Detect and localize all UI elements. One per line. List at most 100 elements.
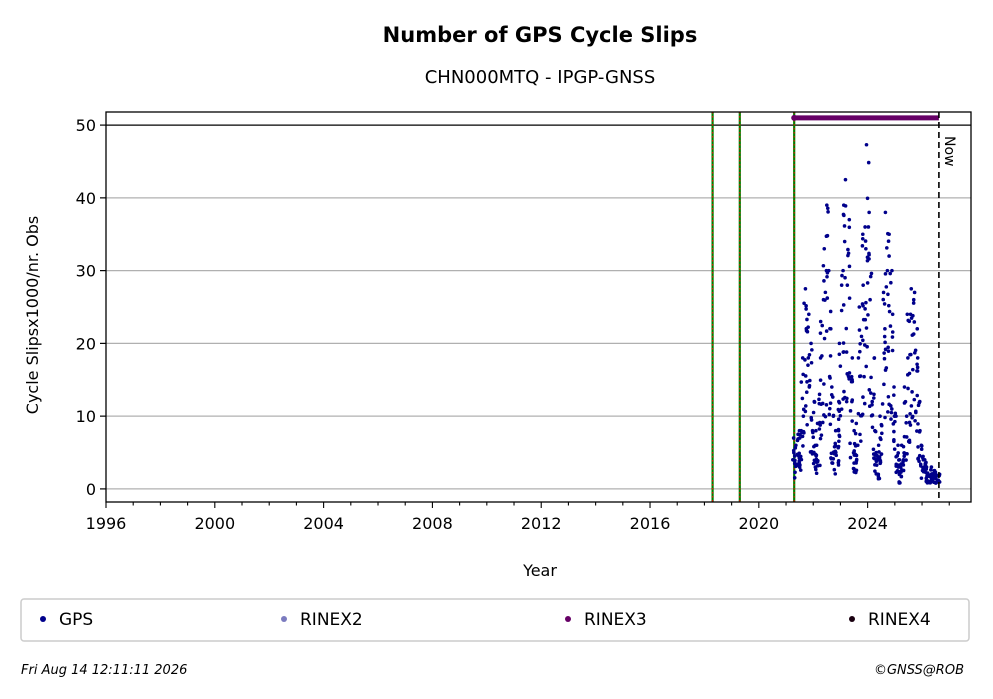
- gps-point: [847, 377, 851, 381]
- gps-point: [801, 372, 805, 377]
- gps-point: [861, 283, 865, 287]
- gps-point: [885, 246, 889, 250]
- gps-point: [841, 268, 845, 273]
- gps-point: [830, 461, 835, 465]
- gps-point: [882, 382, 886, 387]
- gps-point: [803, 409, 808, 414]
- gps-point: [841, 303, 846, 307]
- gps-point: [815, 464, 820, 468]
- legend-marker-gps: [40, 616, 46, 622]
- gps-point: [890, 312, 895, 317]
- gps-point: [830, 385, 834, 389]
- gps-point: [882, 356, 887, 361]
- x-tick-label-2004: 2004: [303, 514, 344, 533]
- gps-point: [883, 340, 887, 345]
- gps-point: [822, 279, 826, 283]
- gps-point: [870, 399, 875, 404]
- now-label: Now: [941, 136, 957, 167]
- gps-point: [886, 239, 891, 243]
- gps-point: [892, 438, 896, 442]
- gps-point: [844, 350, 849, 354]
- gps-point: [807, 353, 812, 357]
- gps-point: [804, 304, 808, 308]
- gps-point: [877, 450, 881, 454]
- gps-point: [850, 419, 854, 423]
- gps-point: [890, 330, 895, 334]
- gps-point: [801, 444, 805, 448]
- gps-point: [814, 471, 819, 476]
- gps-point: [810, 452, 815, 456]
- gps-point: [894, 464, 899, 468]
- legend-label-rinex3: RINEX3: [584, 610, 647, 630]
- gps-point: [901, 463, 906, 467]
- gps-point: [910, 390, 914, 394]
- data-points-layer: [791, 114, 942, 485]
- gps-point: [874, 450, 878, 455]
- gps-point: [842, 239, 847, 244]
- gps-point: [850, 356, 855, 360]
- gps-point: [847, 371, 852, 375]
- gps-point: [838, 413, 843, 418]
- gps-point: [805, 317, 809, 322]
- legend-label-rinex4: RINEX4: [868, 610, 931, 630]
- gps-point: [850, 398, 855, 402]
- gps-point: [825, 274, 829, 279]
- gps-point: [854, 421, 859, 426]
- gps-point: [797, 451, 801, 456]
- gps-point: [895, 453, 900, 458]
- gps-point: [811, 410, 816, 415]
- gps-point: [818, 331, 823, 335]
- rinex3-coverage-start: [791, 114, 798, 121]
- gps-point: [836, 417, 841, 422]
- gps-point: [817, 397, 821, 402]
- gps-point: [882, 302, 887, 306]
- gps-point: [892, 429, 896, 434]
- gps-point: [883, 347, 888, 352]
- gps-point: [809, 341, 813, 346]
- gps-point: [909, 287, 914, 291]
- gps-point: [839, 407, 844, 411]
- gps-point: [858, 432, 862, 437]
- legend: GPS RINEX2 RINEX3 RINEX4: [20, 598, 970, 642]
- gps-point: [825, 203, 829, 207]
- gps-point: [905, 373, 910, 377]
- gps-point: [923, 461, 928, 466]
- gps-point: [863, 239, 868, 243]
- gps-point: [859, 334, 864, 339]
- gps-point: [864, 246, 868, 251]
- gps-point: [876, 443, 881, 448]
- gps-point: [864, 142, 869, 147]
- gps-point: [929, 465, 934, 469]
- gps-point: [837, 400, 842, 405]
- gps-point: [807, 383, 812, 388]
- gps-point: [887, 309, 892, 314]
- gps-point: [857, 305, 862, 309]
- gps-point: [828, 401, 833, 406]
- gps-point: [928, 481, 932, 485]
- gps-point: [854, 457, 859, 462]
- gps-point: [853, 431, 858, 436]
- gps-point: [916, 403, 921, 408]
- gps-point: [886, 349, 891, 353]
- gps-point: [916, 445, 920, 449]
- gps-point: [837, 409, 842, 413]
- gps-point: [879, 452, 884, 456]
- gps-point: [837, 352, 842, 357]
- gps-point: [906, 386, 910, 391]
- gps-point: [811, 435, 816, 440]
- gps-point: [867, 257, 871, 261]
- gps-point: [868, 297, 872, 302]
- gps-point: [869, 391, 873, 395]
- gps-point: [841, 350, 846, 354]
- gps-point: [806, 356, 811, 360]
- gps-point: [913, 348, 918, 353]
- gps-point: [818, 319, 823, 324]
- gps-point: [866, 225, 871, 229]
- y-tick-label-50: 50: [76, 116, 96, 135]
- gps-point: [886, 410, 890, 414]
- gps-point: [909, 404, 914, 408]
- gps-point: [861, 232, 865, 237]
- gps-point: [804, 390, 809, 395]
- gps-point: [902, 401, 907, 405]
